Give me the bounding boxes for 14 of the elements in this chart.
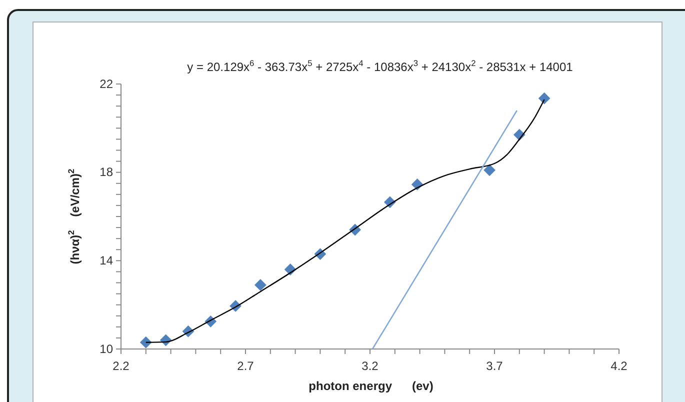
- y-tick-label: 18: [100, 165, 114, 180]
- point: [484, 164, 496, 176]
- x-tick-label: 3.2: [362, 359, 379, 374]
- x-tick-label: 4.2: [610, 359, 628, 374]
- x-tick-label: 2.2: [112, 359, 130, 374]
- x-axis-title: photon energy (ev): [308, 379, 434, 393]
- x-tick-label: 2.7: [237, 359, 254, 374]
- x-tick-label: 3.7: [486, 359, 504, 374]
- y-tick-label: 10: [100, 342, 114, 356]
- point: [254, 279, 266, 291]
- point: [538, 92, 550, 104]
- text: y = 20.129x$^{6}$ - 363.73x$^{5}$ + 2725x$^{4}$ - 10836x$^{3}$ + 24130x$^{2}$ - 28531x + 14001: [187, 58, 573, 74]
- y-tick-label: 14: [100, 254, 114, 268]
- y-tick-label: 22: [100, 76, 114, 91]
